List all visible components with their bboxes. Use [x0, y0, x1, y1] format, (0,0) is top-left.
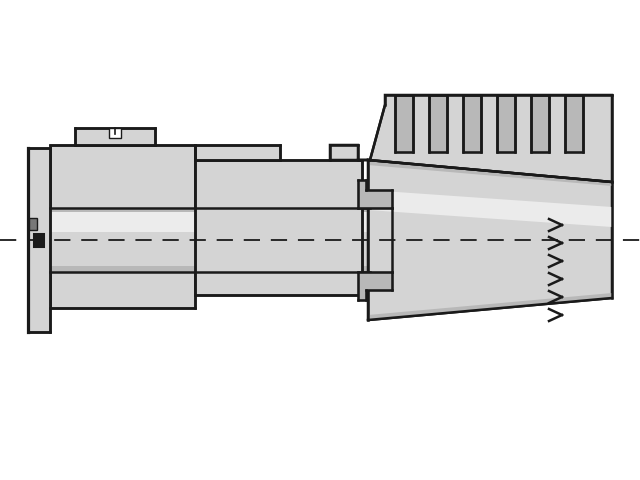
Polygon shape [368, 160, 612, 186]
Polygon shape [531, 95, 549, 152]
Polygon shape [33, 235, 36, 245]
Polygon shape [368, 160, 612, 320]
Polygon shape [195, 160, 362, 295]
Polygon shape [29, 218, 37, 230]
Polygon shape [109, 128, 121, 138]
Polygon shape [50, 266, 370, 272]
Polygon shape [195, 145, 280, 160]
Polygon shape [330, 95, 612, 182]
Polygon shape [50, 212, 370, 232]
Polygon shape [368, 293, 612, 320]
Polygon shape [497, 95, 515, 152]
Polygon shape [395, 95, 413, 152]
Polygon shape [75, 128, 155, 145]
Polygon shape [368, 190, 612, 227]
Polygon shape [565, 95, 583, 152]
Polygon shape [50, 208, 370, 272]
Polygon shape [40, 235, 42, 245]
Polygon shape [358, 180, 392, 208]
Polygon shape [463, 95, 481, 152]
Polygon shape [28, 148, 50, 332]
Polygon shape [358, 272, 392, 300]
Polygon shape [50, 208, 370, 212]
Polygon shape [429, 95, 447, 152]
Polygon shape [50, 145, 195, 308]
